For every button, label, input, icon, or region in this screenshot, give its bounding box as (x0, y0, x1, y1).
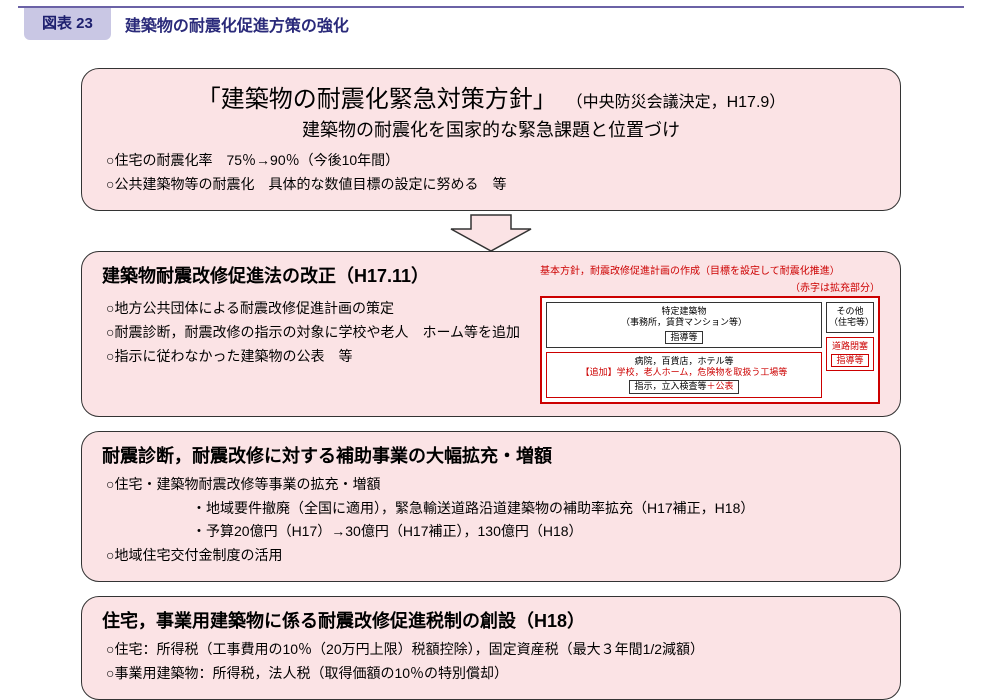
box-added-facilities: 病院，百貨店，ホテル等 【追加】学校，老人ホーム，危険物を取扱う工場等 指示，立… (546, 352, 822, 398)
tax-bullet-1: ○住宅：所得税（工事費用の10％（20万円上限）税額控除），固定資産税（最大３年… (106, 639, 880, 660)
law-bullet-3: ○指示に従わなかった建築物の公表 等 (106, 346, 530, 367)
policy-bullet-2: ○公共建築物等の耐震化 具体的な数値目標の設定に努める 等 (106, 174, 880, 194)
policy-title-main: 「建築物の耐震化緊急対策方針」 (197, 86, 557, 113)
law-bullet-2: ○耐震診断，耐震改修の指示の対象に学校や老人 ホーム等を追加 (106, 322, 530, 343)
box-add-btn-a: 指示，立入検査等 (634, 381, 706, 391)
tax-bullet-2: ○事業用建築物：所得税，法人税（取得価額の10％の特別償却） (106, 663, 880, 684)
panel-subsidy: 耐震診断，耐震改修に対する補助事業の大幅拡充・増額 ○住宅・建築物耐震改修等事業… (81, 431, 901, 582)
box-add-btn: 指示，立入検査等＋公表 (629, 380, 738, 393)
law-right-diagram: 基本方針，耐震改修促進計画の作成（目標を設定して耐震化推進） （赤字は拡充部分）… (540, 262, 880, 404)
box-specific-building: 特定建築物 （事務所，賃貸マンション等） 指導等 (546, 302, 822, 348)
down-arrow (18, 219, 964, 255)
policy-title-meta: （中央防災会議決定，H17.9） (567, 94, 786, 111)
box-add-line2: 学校，老人ホーム，危険物を取扱う工場等 (617, 367, 788, 377)
policy-subtitle: 建築物の耐震化を国家的な緊急課題と位置づけ (102, 116, 880, 142)
law-heading: 建築物耐震改修促進法の改正（H17.11） (102, 262, 530, 288)
diagram-side-col: その他 （住宅等） 道路閉塞 指導等 (826, 302, 874, 398)
box-other-housing: その他 （住宅等） (826, 302, 874, 333)
panel-tax: 住宅，事業用建築物に係る耐震改修促進税制の創設（H18） ○住宅：所得税（工事費… (81, 596, 901, 700)
box-add-btn-b: ＋公表 (707, 381, 734, 391)
subsidy-sub-1: ・地域要件撤廃（全国に適用），緊急輸送道路沿道建築物の補助率拡充（H17補正，H… (192, 498, 880, 519)
policy-bullet-1: ○住宅の耐震化率 75％→90％（今後10年間） (106, 150, 880, 170)
diagram-caption-note: （赤字は拡充部分） (540, 279, 880, 294)
box-side-top-a: その他 (829, 306, 871, 317)
subsidy-heading: 耐震診断，耐震改修に対する補助事業の大幅拡充・増額 (102, 442, 880, 468)
figure-title: 建築物の耐震化促進方策の強化 (111, 8, 363, 40)
box-specific-title: 特定建築物 (549, 306, 819, 317)
box-side-bot-b: 指導等 (831, 354, 868, 367)
subsidy-bullet-1: ○住宅・建築物耐震改修等事業の拡充・増額 (106, 474, 880, 495)
subsidy-sub-2: ・予算20億円（H17）→30億円（H17補正），130億円（H18） (192, 521, 880, 542)
box-add-line2-wrap: 【追加】学校，老人ホーム，危険物を取扱う工場等 (549, 367, 819, 378)
law-left-column: 建築物耐震改修促進法の改正（H17.11） ○地方公共団体による耐震改修促進計画… (102, 262, 530, 370)
arrow-icon (446, 213, 536, 253)
box-add-line1: 病院，百貨店，ホテル等 (549, 356, 819, 367)
diagram-caption-top: 基本方針，耐震改修促進計画の作成（目標を設定して耐震化推進） (540, 262, 880, 277)
box-add-prefix: 【追加】 (581, 367, 617, 377)
figure-header: 図表 23 建築物の耐震化促進方策の強化 (18, 6, 964, 40)
box-specific-sub: （事務所，賃貸マンション等） (549, 317, 819, 328)
subsidy-bullet-2: ○地域住宅交付金制度の活用 (106, 545, 880, 566)
figure-number-tag: 図表 23 (24, 8, 111, 40)
box-side-top-b: （住宅等） (829, 317, 871, 328)
box-specific-btn: 指導等 (665, 331, 702, 344)
law-bullet-1: ○地方公共団体による耐震改修促進計画の策定 (106, 298, 530, 319)
diagram-main-col: 特定建築物 （事務所，賃貸マンション等） 指導等 病院，百貨店，ホテル等 【追加… (546, 302, 822, 398)
box-road-blockage: 道路閉塞 指導等 (826, 337, 874, 372)
diagram-frame: 特定建築物 （事務所，賃貸マンション等） 指導等 病院，百貨店，ホテル等 【追加… (540, 296, 880, 404)
box-side-bot-a: 道路閉塞 (829, 341, 871, 352)
panel-law-revision: 建築物耐震改修促進法の改正（H17.11） ○地方公共団体による耐震改修促進計画… (81, 251, 901, 417)
tax-heading: 住宅，事業用建築物に係る耐震改修促進税制の創設（H18） (102, 607, 880, 633)
panel-policy: 「建築物の耐震化緊急対策方針」 （中央防災会議決定，H17.9） 建築物の耐震化… (81, 68, 901, 211)
policy-title-row: 「建築物の耐震化緊急対策方針」 （中央防災会議決定，H17.9） (102, 79, 880, 114)
